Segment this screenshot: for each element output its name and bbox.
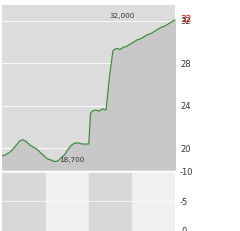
Text: 20: 20: [180, 144, 191, 153]
Text: 32: 32: [180, 15, 191, 24]
Bar: [89, 172, 132, 231]
Text: 32,000: 32,000: [109, 13, 135, 19]
Text: -10: -10: [180, 168, 193, 176]
Bar: [46, 172, 89, 231]
Text: -5: -5: [180, 197, 188, 206]
Text: 32: 32: [180, 17, 191, 26]
Text: -0: -0: [180, 227, 188, 231]
Text: 24: 24: [180, 102, 191, 111]
Bar: [132, 172, 175, 231]
Bar: [2, 172, 46, 231]
Text: 18,700: 18,700: [60, 156, 85, 162]
Text: 28: 28: [180, 60, 191, 68]
